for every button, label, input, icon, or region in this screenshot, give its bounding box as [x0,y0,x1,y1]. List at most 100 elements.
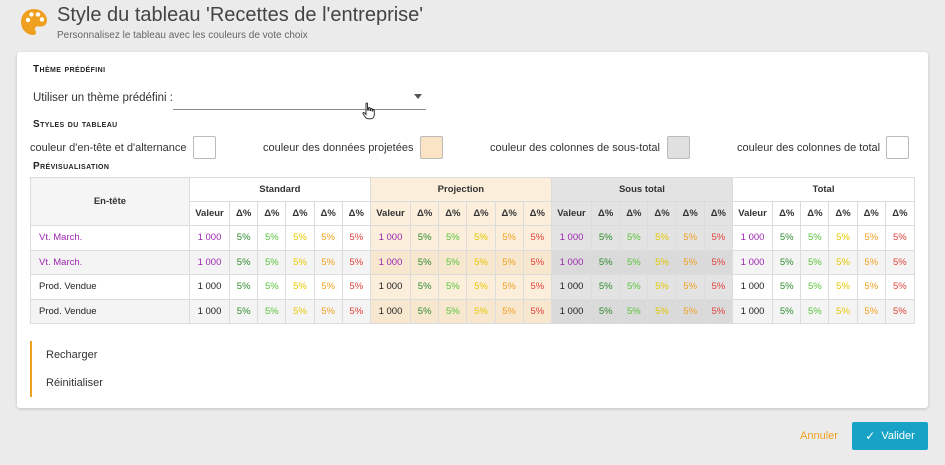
delta-cell: 5% [703,274,733,300]
delta-cell: 5% [856,298,886,324]
sub-header-value: Valeur [188,201,231,226]
delta-cell: 5% [591,225,621,251]
delta-cell: 5% [438,249,468,275]
delta-cell: 5% [229,249,259,275]
delta-cell: 5% [884,274,916,300]
delta-cell: 5% [257,225,287,251]
validate-button[interactable]: ✓ Valider [852,422,928,450]
delta-cell: 5% [285,274,315,300]
delta-cell: 5% [828,249,858,275]
delta-cell: 5% [800,298,830,324]
value-cell: 1 000 [369,298,412,324]
projected-color-label: couleur des données projetées [263,142,414,154]
page-subtitle: Personnalisez le tableau avec les couleu… [57,30,308,41]
value-cell: 1 000 [731,298,774,324]
delta-cell: 5% [591,298,621,324]
delta-cell: 5% [313,274,343,300]
delta-cell: 5% [675,298,705,324]
value-cell: 1 000 [731,274,774,300]
cancel-button[interactable]: Annuler [800,430,838,442]
delta-cell: 5% [522,249,552,275]
delta-cell: 5% [341,274,371,300]
sub-header-value: Valeur [550,201,593,226]
delta-cell: 5% [229,298,259,324]
delta-cell: 5% [703,249,733,275]
value-cell: 1 000 [369,274,412,300]
sub-header-delta: Δ% [229,201,259,226]
delta-cell: 5% [772,274,802,300]
sub-header-delta: Δ% [285,201,315,226]
table-row: Vt. March. 1 000 5% 5% 5% 5% 5% 1 000 5% 5% 5% 5% 5%… [30,225,916,251]
total-color-swatch[interactable] [886,136,909,159]
value-cell: 1 000 [188,298,231,324]
delta-cell: 5% [703,298,733,324]
preview-header-cell: En-tête [30,177,190,226]
sub-header-delta: Δ% [257,201,287,226]
sub-header-delta: Δ% [591,201,621,226]
chevron-down-icon[interactable] [414,94,422,99]
preview-table: En-tête Standard Projection Sous total Tota… [30,177,916,324]
delta-cell: 5% [410,274,440,300]
row-label: Prod. Vendue [30,298,190,324]
delta-cell: 5% [619,298,649,324]
theme-select-underline [173,109,426,110]
sub-header-delta: Δ% [522,201,552,226]
delta-cell: 5% [591,249,621,275]
delta-cell: 5% [828,225,858,251]
delta-cell: 5% [591,274,621,300]
value-cell: 1 000 [188,225,231,251]
delta-cell: 5% [438,274,468,300]
sub-header-delta: Δ% [772,201,802,226]
delta-cell: 5% [772,249,802,275]
theme-select[interactable] [173,88,426,110]
styles-section-title: Styles du tableau [33,119,118,130]
delta-cell: 5% [647,225,677,251]
delta-cell: 5% [619,249,649,275]
value-cell: 1 000 [188,274,231,300]
delta-cell: 5% [828,298,858,324]
sub-header-value: Valeur [731,201,774,226]
delta-cell: 5% [675,249,705,275]
subtotal-color-swatch[interactable] [667,136,690,159]
sub-header-delta: Δ% [313,201,343,226]
hand-cursor-icon [362,102,375,120]
delta-cell: 5% [466,249,496,275]
value-cell: 1 000 [550,298,593,324]
delta-cell: 5% [828,274,858,300]
reset-button[interactable]: Réinitialiser [30,369,230,397]
page-header: Style du tableau 'Recettes de l'entrepri… [0,0,945,50]
sub-header-delta: Δ% [647,201,677,226]
header-color-label: couleur d'en-tête et d'alternance [30,142,187,154]
delta-cell: 5% [647,249,677,275]
delta-cell: 5% [410,249,440,275]
delta-cell: 5% [675,274,705,300]
row-label: Vt. March. [30,249,190,275]
table-row: Vt. March. 1 000 5% 5% 5% 5% 5% 1 000 5% 5% 5% 5% 5%… [30,249,916,275]
sub-header-delta: Δ% [619,201,649,226]
delta-cell: 5% [619,274,649,300]
delta-cell: 5% [438,298,468,324]
delta-cell: 5% [257,274,287,300]
total-color-label: couleur des colonnes de total [737,142,881,154]
projected-color-swatch[interactable] [420,136,443,159]
delta-cell: 5% [285,225,315,251]
value-cell: 1 000 [731,249,774,275]
value-cell: 1 000 [369,249,412,275]
sub-header-delta: Δ% [410,201,440,226]
sub-header-delta: Δ% [703,201,733,226]
delta-cell: 5% [341,298,371,324]
delta-cell: 5% [494,274,524,300]
reload-button[interactable]: Recharger [30,341,230,369]
delta-cell: 5% [341,249,371,275]
delta-cell: 5% [494,225,524,251]
delta-cell: 5% [856,225,886,251]
check-icon: ✓ [865,429,876,443]
delta-cell: 5% [675,225,705,251]
preview-section-title: Prévisualisation [33,161,110,172]
delta-cell: 5% [884,298,916,324]
sub-header-delta: Δ% [494,201,524,226]
delta-cell: 5% [703,225,733,251]
delta-cell: 5% [619,225,649,251]
delta-cell: 5% [856,249,886,275]
header-color-swatch[interactable] [193,136,216,159]
